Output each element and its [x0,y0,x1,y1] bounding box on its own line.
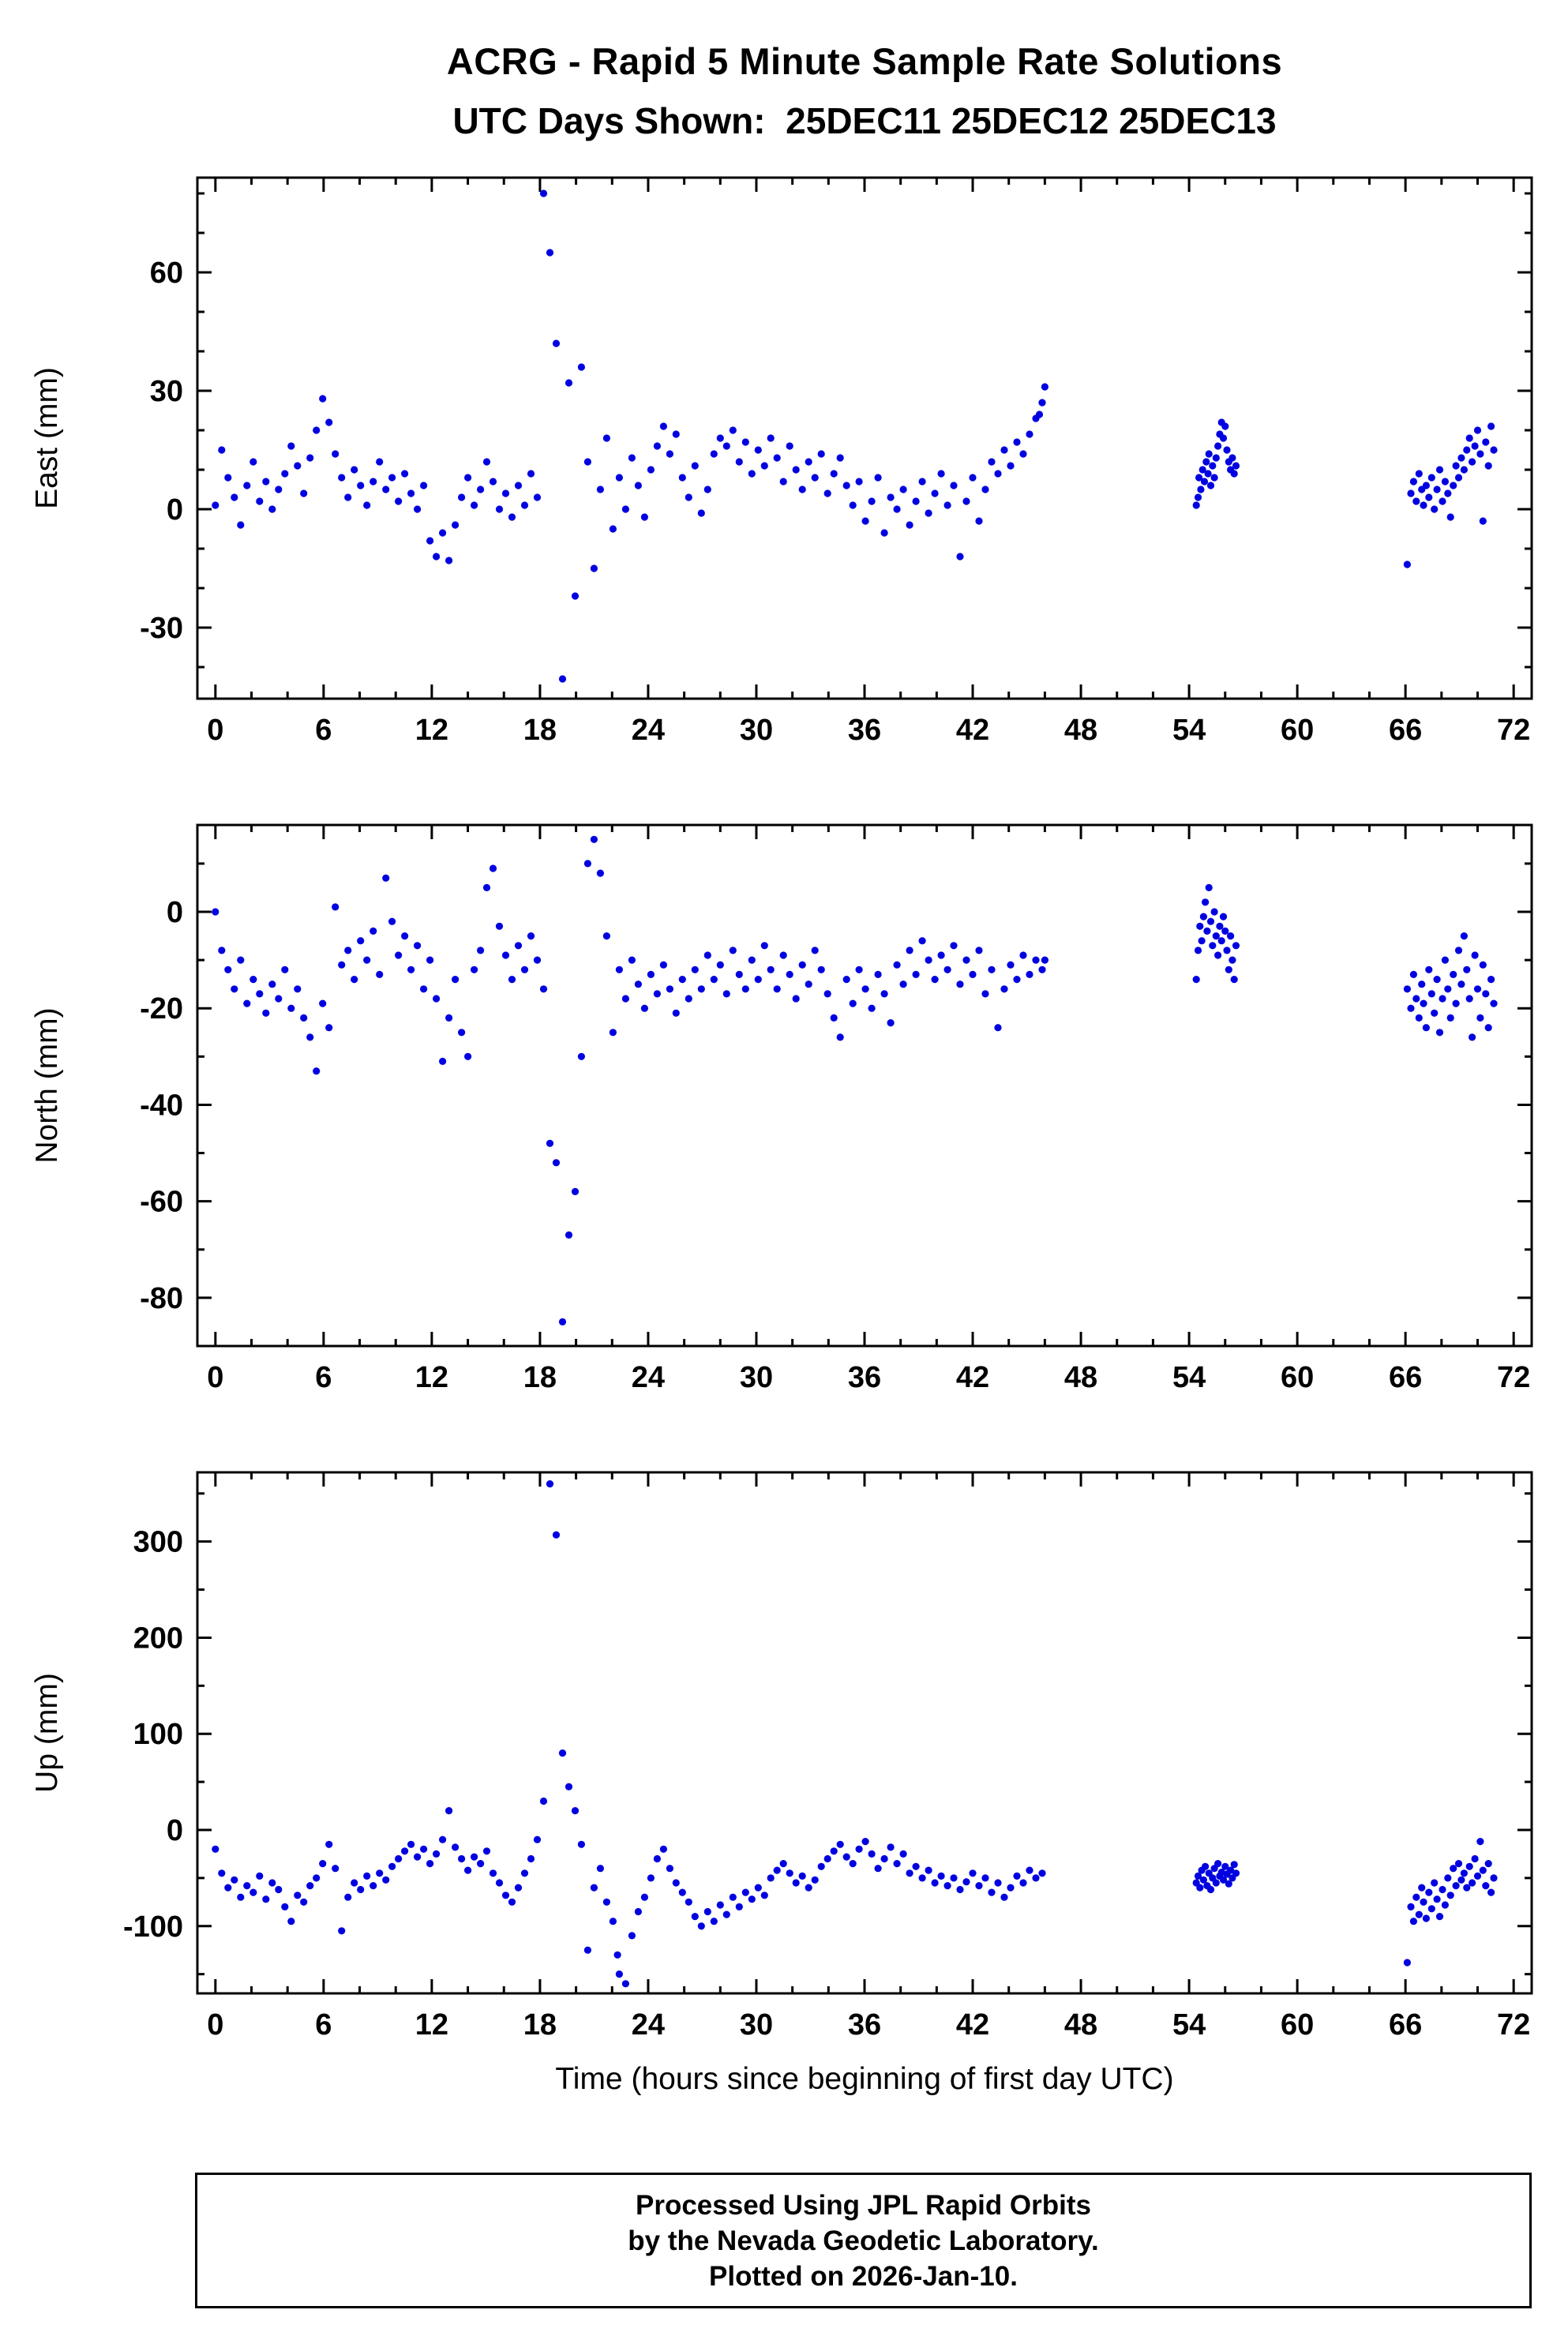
footer-line-2: by the Nevada Geodetic Laboratory. [628,2225,1099,2256]
plot-frame [196,1471,1533,1995]
x-tick-label: 6 [315,714,332,747]
x-tick-label: 12 [415,2008,448,2042]
x-tick-label: 0 [207,1361,223,1394]
scatter-points [212,189,1498,683]
y-tick-label: 200 [133,1622,183,1655]
x-tick-label: 66 [1389,714,1422,747]
x-tick-label: 42 [956,714,989,747]
scatter-points [212,835,1498,1325]
y-axis-title-north: North (mm) [30,1007,64,1163]
x-tick-label: 12 [415,714,448,747]
x-tick-label: 72 [1497,1361,1530,1394]
x-tick-label: 0 [207,714,223,747]
y-tick-label: 0 [167,493,183,527]
x-tick-label: 18 [523,1361,557,1394]
footer-box: Processed Using JPL Rapid Orbits by the … [195,2173,1532,2308]
x-tick-label: 72 [1497,714,1530,747]
y-tick-label: 60 [150,257,183,290]
x-tick-label: 48 [1064,714,1097,747]
y-tick-label: 0 [167,1814,183,1847]
panel-east: 0 6 12 18 24 30 36 42 48 54 60 66 72 -30 0 30 60 East (mm… [0,170,1568,774]
x-tick-label: 48 [1064,1361,1097,1394]
x-tick-label: 6 [315,2008,332,2042]
y-tick-label: 100 [133,1718,183,1751]
chart-title: ACRG - Rapid 5 Minute Sample Rate Soluti… [446,40,1283,82]
x-tick-label: 48 [1064,2008,1097,2042]
x-tick-label: 60 [1281,2008,1314,2042]
y-tick-label: -40 [140,1089,183,1122]
x-tick-label: 42 [956,2008,989,2042]
scatter-points [212,1480,1498,1988]
x-tick-label: 42 [956,1361,989,1394]
y-axis-title-east: East (mm) [30,367,64,509]
y-tick-label: -60 [140,1186,183,1219]
panel-up: 0 6 12 18 24 30 36 42 48 54 60 66 72 -100 0 100 200 300 Up… [0,1464,1568,2068]
x-tick-label: 60 [1281,1361,1314,1394]
y-axis-title-up: Up (mm) [30,1673,64,1793]
y-tick-label: -30 [140,612,183,645]
x-tick-label: 36 [848,1361,881,1394]
axis-ticks [197,1472,1532,1993]
x-tick-label: 60 [1281,714,1314,747]
x-tick-label: 54 [1172,714,1206,747]
y-tick-label: -20 [140,992,183,1026]
x-tick-label: 0 [207,2008,223,2042]
plot-east: 0 6 12 18 24 30 36 42 48 54 60 66 72 -30 0 30 60 East (mm… [30,176,1533,747]
chart-subtitle: UTC Days Shown: 25DEC11 25DEC12 25DEC13 [452,100,1277,141]
x-tick-label: 54 [1172,2008,1206,2042]
x-tick-label: 66 [1389,2008,1422,2042]
x-tick-label: 30 [740,714,773,747]
x-axis-label: Time (hours since beginning of first day… [555,2062,1174,2096]
y-tick-label: 0 [167,896,183,929]
x-tick-label: 24 [632,714,665,747]
y-tick-label: 300 [133,1526,183,1559]
x-tick-label: 18 [523,2008,557,2042]
x-tick-label: 24 [632,2008,665,2042]
footer-line-3: Plotted on 2026-Jan-10. [709,2260,1018,2292]
y-tick-label: 30 [150,375,183,408]
x-tick-label: 72 [1497,2008,1530,2042]
plot-frame [196,176,1533,700]
x-tick-label: 24 [632,1361,665,1394]
axis-ticks [197,178,1532,699]
y-tick-label: -100 [123,1910,183,1944]
x-tick-label: 6 [315,1361,332,1394]
y-tick-label: -80 [140,1282,183,1315]
x-tick-label: 54 [1172,1361,1206,1394]
x-tick-label: 12 [415,1361,448,1394]
footer-line-1: Processed Using JPL Rapid Orbits [635,2189,1092,2221]
x-tick-label: 18 [523,714,557,747]
panel-north: 0 6 12 18 24 30 36 42 48 54 60 66 72 -80 -60 -40 -20 0 Nor… [0,817,1568,1421]
x-tick-label: 66 [1389,1361,1422,1394]
plot-north: 0 6 12 18 24 30 36 42 48 54 60 66 72 -80 -60 -40 -20 0 Nor… [30,823,1533,1394]
x-tick-label: 30 [740,1361,773,1394]
plot-frame [196,823,1533,1348]
x-tick-label: 36 [848,714,881,747]
axis-ticks [197,825,1532,1348]
plot-up: 0 6 12 18 24 30 36 42 48 54 60 66 72 -100 0 100 200 300 Up… [30,1471,1533,2042]
x-tick-label: 36 [848,2008,881,2042]
x-tick-label: 30 [740,2008,773,2042]
